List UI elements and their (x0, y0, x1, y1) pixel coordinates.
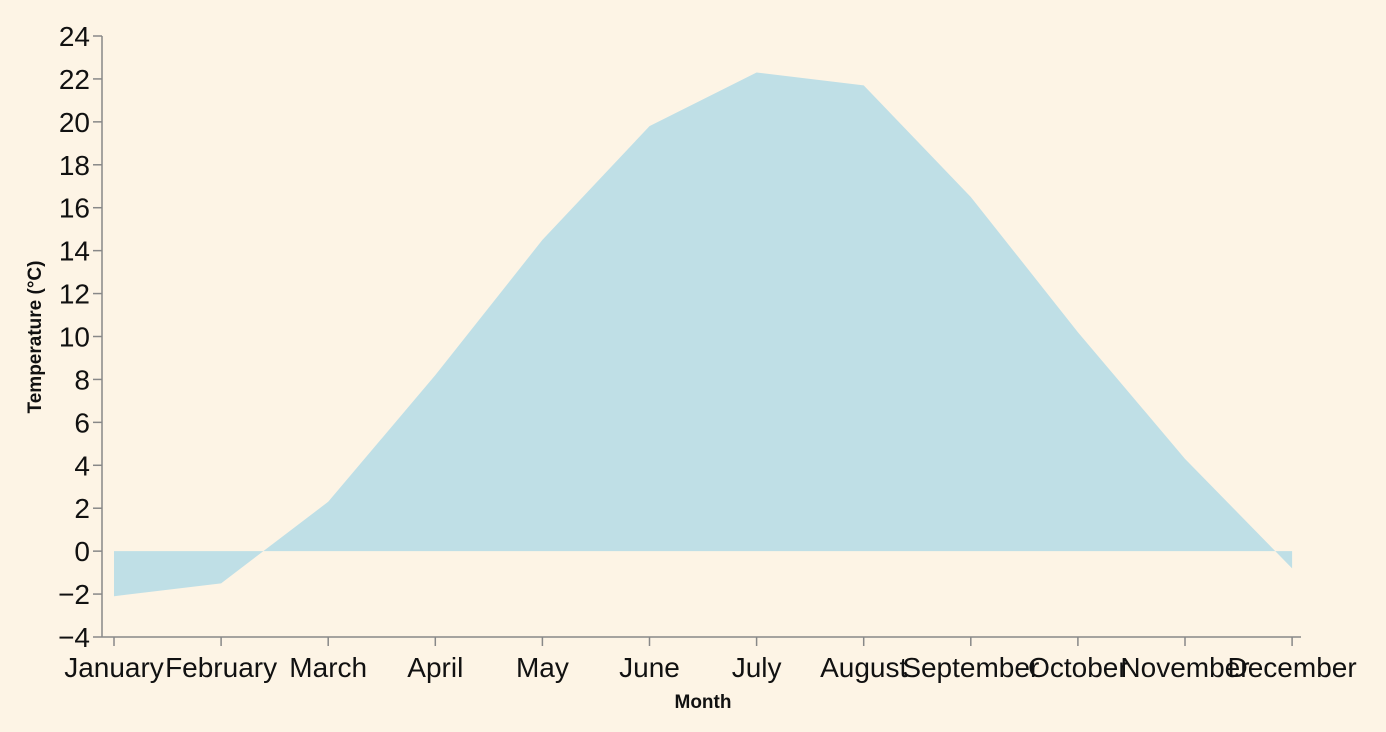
y-tick-label: 4 (74, 450, 90, 481)
x-tick-label-november: November (1120, 652, 1249, 683)
x-tick-label-february: February (165, 652, 277, 683)
x-tick-label-october: October (1028, 652, 1128, 683)
y-axis-title: Temperature (°C) (25, 261, 46, 414)
y-tick-label: 10 (59, 322, 90, 353)
y-tick-label: 22 (59, 64, 90, 95)
y-tick-label: 20 (59, 107, 90, 138)
y-tick-label: −2 (58, 579, 90, 610)
x-tick-label-march: March (289, 652, 367, 683)
temperature-area (114, 72, 1293, 597)
x-tick-label-august: August (820, 652, 907, 683)
x-tick-label-september: September (902, 652, 1039, 683)
y-tick-label: −4 (58, 622, 90, 653)
y-tick-label: 18 (59, 150, 90, 181)
y-tick-label: 8 (74, 364, 90, 395)
y-tick-label: 16 (59, 193, 90, 224)
x-tick-label-may: May (516, 652, 569, 683)
y-tick-label: 6 (74, 407, 90, 438)
y-tick-label: 14 (59, 236, 90, 267)
x-tick-label-july: July (732, 652, 782, 683)
x-axis: January February March April May June July Augu… (64, 636, 1357, 683)
x-tick-label-january: January (64, 652, 164, 683)
y-tick-label: 12 (59, 279, 90, 310)
x-tick-label-june: June (619, 652, 680, 683)
x-axis-title: Month (675, 692, 732, 713)
y-tick-label: 24 (59, 21, 90, 52)
x-tick-label-december: December (1228, 652, 1357, 683)
y-tick-label: 2 (74, 493, 90, 524)
y-tick-label: 0 (74, 536, 90, 567)
x-tick-label-april: April (407, 652, 463, 683)
area-layer (114, 72, 1293, 597)
